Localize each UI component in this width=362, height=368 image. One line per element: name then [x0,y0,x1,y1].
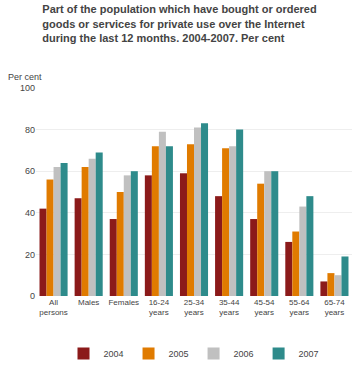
svg-text:2005: 2005 [169,349,189,359]
svg-text:25-34years: 25-34years [184,298,205,317]
svg-text:2004: 2004 [104,349,124,359]
svg-text:2006: 2006 [234,349,254,359]
svg-text:55-64years: 55-64years [289,298,310,317]
svg-text:0: 0 [30,291,35,301]
svg-text:40: 40 [25,208,35,218]
svg-text:Females: Females [108,298,139,307]
svg-text:Part of the population which h: Part of the population which have bought… [42,3,316,44]
svg-text:35-44years: 35-44years [219,298,240,317]
svg-text:Allpersons: Allpersons [39,298,67,317]
svg-text:100: 100 [20,83,35,93]
svg-text:16-24years: 16-24years [149,298,170,317]
svg-text:60: 60 [25,166,35,176]
svg-text:80: 80 [25,125,35,135]
svg-text:2007: 2007 [299,349,319,359]
svg-text:Males: Males [78,298,99,307]
svg-text:45-54years: 45-54years [254,298,275,317]
svg-text:20: 20 [25,250,35,260]
svg-text:65-74years: 65-74years [324,298,345,317]
svg-text:Per cent: Per cent [8,72,42,82]
